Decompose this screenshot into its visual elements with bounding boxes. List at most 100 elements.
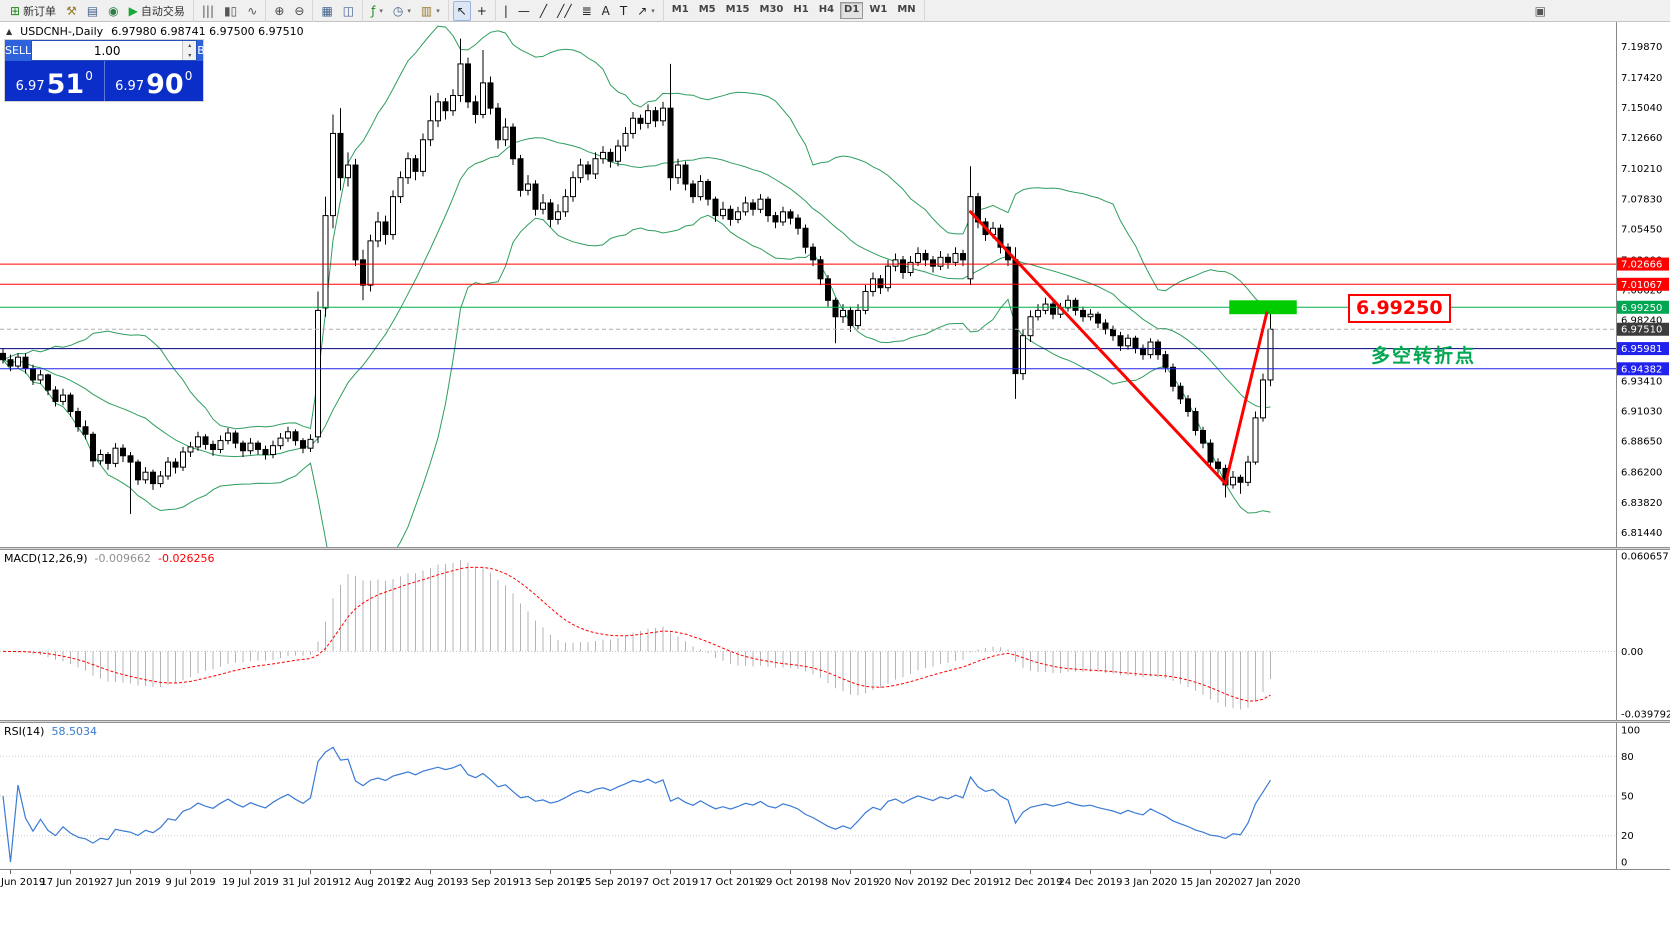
toolbar-group: ⊞ 新订单 ⚒ ▤ ◉ ▶ 自动交易 (2, 0, 194, 22)
svg-text:0.00: 0.00 (1621, 647, 1643, 658)
sell-button[interactable]: SELL (5, 44, 32, 57)
svg-text:7.19870: 7.19870 (1621, 42, 1662, 53)
auto-trading-icon: ▶ (128, 3, 138, 18)
sell-price-button[interactable]: 6.97 51 0 (5, 61, 105, 101)
toolbar-group: ▦ ◫ (313, 0, 364, 22)
zoom-out-button[interactable]: ⊖ (290, 1, 308, 21)
label-button[interactable]: T (616, 1, 631, 21)
line-chart-icon: ∿ (247, 3, 258, 18)
cursor-button[interactable]: ↖ (452, 0, 471, 21)
macd-window[interactable]: 0.060657 0.00 -0.039792 MACD(12,26,9) -0.0… (0, 550, 1670, 720)
timeframe-m30-button[interactable]: M30 (756, 2, 788, 19)
timeframe-h4-button[interactable]: H4 (815, 2, 838, 19)
toolbar-group: M1 M5 M15 M30 H1 H4 D1 W1 MN (664, 0, 925, 22)
crosshair-button[interactable]: + (473, 1, 491, 21)
line-chart-button[interactable]: ∿ (243, 1, 261, 21)
svg-text:6.88650: 6.88650 (1621, 437, 1662, 448)
macd-canvas[interactable]: 0.060657 0.00 -0.039792 (0, 550, 1670, 720)
rsi-canvas[interactable]: 100 80 50 20 0 (0, 723, 1670, 869)
volume-down-button[interactable]: ▾ (183, 50, 197, 60)
macd-value-signal: -0.026256 (158, 552, 215, 565)
symbol-header: ▲ USDCNH-,Daily 6.97980 6.98741 6.97500 … (6, 25, 304, 38)
toolbar: ⊞ 新订单 ⚒ ▤ ◉ ▶ 自动交易 ||| ▮▯ ∿ ⊕ ⊖ ▦ ◫ ƒ ▾ ◷ ▾ ▥ ▾ ↖ + | — ╱ ╱╱ ≣ A T ↗ ▾… (0, 0, 1670, 22)
data-window-icon: ◉ (108, 3, 119, 18)
macd-name: MACD(12,26,9) (4, 552, 88, 565)
indicators-button[interactable]: ƒ ▾ (367, 1, 387, 21)
timeframe-m30-button-label: M30 (759, 4, 784, 15)
svg-text:7 Oct 2019: 7 Oct 2019 (643, 877, 698, 888)
timeframe-w1-button-label: W1 (869, 4, 888, 15)
main-chart-canvas[interactable]: 7.19870 7.17420 7.15040 7.12660 7.10210 7.078… (0, 22, 1670, 547)
new-order-button-label: 新订单 (23, 4, 57, 18)
timeframe-mn-button[interactable]: MN (893, 2, 919, 19)
svg-text:6.94382: 6.94382 (1621, 364, 1662, 375)
new-order-button[interactable]: ⊞ 新订单 (6, 1, 60, 21)
svg-text:50: 50 (1621, 792, 1634, 803)
chevron-down-icon: ▾ (407, 6, 411, 15)
turning-point-annotation[interactable]: 多空转折点 (1371, 345, 1477, 367)
auto-trading-button-label: 自动交易 (140, 4, 185, 18)
svg-text:31 Jul 2019: 31 Jul 2019 (282, 877, 339, 888)
chart-window-icon[interactable]: ▣ (1531, 1, 1550, 21)
svg-text:25 Sep 2019: 25 Sep 2019 (579, 877, 642, 888)
timeframe-m1-button-label: M1 (671, 4, 689, 15)
one-click-collapse-icon[interactable]: ▲ (6, 27, 13, 36)
timeframe-d1-button-label: D1 (844, 4, 860, 15)
templates-icon: ▥ (420, 3, 433, 18)
timeframe-m1-button[interactable]: M1 (668, 2, 693, 19)
periods-button[interactable]: ◷ ▾ (389, 1, 415, 21)
candlestick-chart-button[interactable]: ▮▯ (220, 1, 241, 21)
svg-text:20: 20 (1621, 831, 1634, 842)
svg-text:7.17420: 7.17420 (1621, 73, 1662, 84)
svg-text:6.93410: 6.93410 (1621, 377, 1662, 388)
metaeditor-button[interactable]: ⚒ (62, 1, 81, 21)
svg-text:3 Sep 2019: 3 Sep 2019 (462, 877, 519, 888)
auto-trading-button[interactable]: ▶ 自动交易 (125, 1, 189, 21)
trendline-button[interactable]: ╱ (536, 1, 551, 21)
window-splitter[interactable] (0, 547, 1670, 550)
svg-text:3 Jan 2020: 3 Jan 2020 (1124, 877, 1178, 888)
templates-button[interactable]: ▥ ▾ (417, 1, 444, 21)
channel-button[interactable]: ╱╱ (553, 1, 575, 21)
timeframe-m5-button[interactable]: M5 (695, 2, 720, 19)
zoom-in-button[interactable]: ⊕ (270, 1, 288, 21)
svg-text:17 Jun 2019: 17 Jun 2019 (40, 877, 100, 888)
svg-text:100: 100 (1621, 726, 1640, 737)
market-watch-button[interactable]: ▤ (83, 1, 102, 21)
arrows-button[interactable]: ↗ ▾ (633, 1, 659, 21)
rsi-value: 58.5034 (51, 725, 97, 738)
periods-icon: ◷ (392, 3, 404, 18)
svg-text:-0.039792: -0.039792 (1621, 710, 1670, 721)
buy-price-button[interactable]: 6.97 90 0 (105, 61, 204, 101)
price-annotation[interactable]: 6.99250 (1348, 294, 1451, 323)
timeframe-w1-button[interactable]: W1 (865, 2, 891, 19)
volume-up-button[interactable]: ▴ (183, 41, 197, 51)
buy-button[interactable]: BUY (197, 44, 220, 57)
macd-value-main: -0.009662 (94, 552, 152, 565)
svg-text:6.83820: 6.83820 (1621, 498, 1662, 509)
svg-text:6.98240: 6.98240 (1621, 316, 1662, 327)
auto-arrange-button[interactable]: ▦ (317, 1, 336, 21)
date-axis[interactable]: Jun 2019 17 Jun 2019 27 Jun 2019 9 Jul 2019… (0, 869, 1670, 893)
tile-windows-button[interactable]: ◫ (339, 1, 358, 21)
data-window-button[interactable]: ◉ (104, 1, 122, 21)
main-chart-window[interactable]: 7.19870 7.17420 7.15040 7.12660 7.10210 7.078… (0, 22, 1670, 547)
svg-text:17 Oct 2019: 17 Oct 2019 (700, 877, 762, 888)
volume-input[interactable] (32, 41, 183, 60)
timeframe-m15-button[interactable]: M15 (722, 2, 754, 19)
timeframe-h1-button[interactable]: H1 (789, 2, 812, 19)
window-splitter-2[interactable] (0, 720, 1670, 723)
symbol-ohlc: 6.97980 6.98741 6.97500 6.97510 (111, 25, 304, 38)
svg-text:20 Nov 2019: 20 Nov 2019 (878, 877, 942, 888)
text-button[interactable]: A (598, 1, 614, 21)
market-watch-icon: ▤ (86, 3, 99, 18)
rsi-window[interactable]: 100 80 50 20 0 RSI(14) 58.5034 (0, 723, 1670, 869)
bar-chart-button[interactable]: ||| (198, 1, 218, 21)
fibonacci-button[interactable]: ≣ (578, 1, 596, 21)
horizontal-line-button[interactable]: — (514, 1, 534, 21)
timeframe-d1-button[interactable]: D1 (840, 2, 864, 19)
tile-windows-icon: ◫ (342, 3, 355, 18)
vertical-line-button[interactable]: | (500, 1, 512, 21)
auto-arrange-icon: ▦ (321, 3, 333, 18)
svg-text:27 Jan 2020: 27 Jan 2020 (1241, 877, 1301, 888)
